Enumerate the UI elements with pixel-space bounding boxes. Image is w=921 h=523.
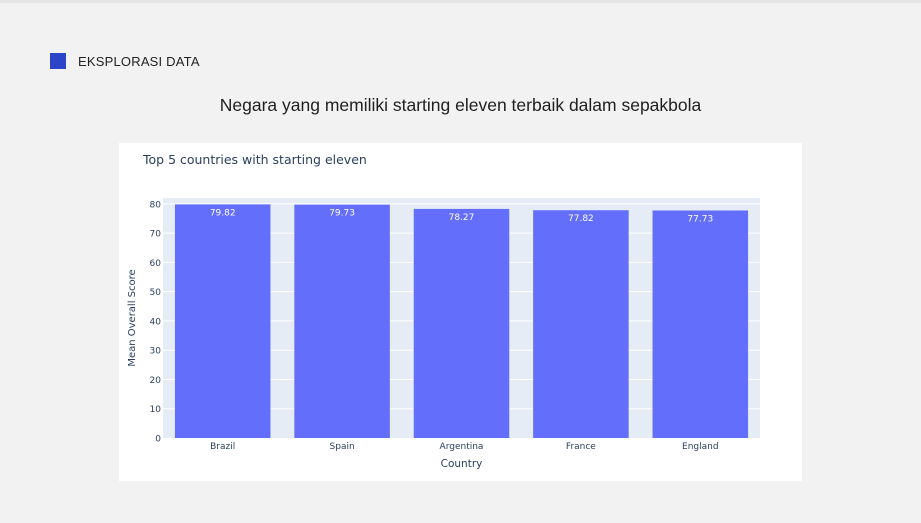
x-tick-label: France: [566, 442, 596, 452]
page-title: Negara yang memiliki starting eleven ter…: [219, 95, 702, 115]
bar: [652, 210, 749, 438]
bar-chart: Top 5 countries with starting eleven 0 10…: [127, 152, 760, 470]
section-square-icon: [50, 53, 66, 69]
bar: [174, 204, 271, 438]
bar-value-label: 77.73: [687, 214, 713, 224]
y-tick-label: 70: [150, 230, 162, 240]
x-tick-label: Argentina: [440, 442, 484, 452]
bar: [413, 208, 510, 438]
bar: [533, 210, 629, 438]
chart-title: Top 5 countries with starting eleven: [142, 152, 367, 167]
bar-value-label: 77.82: [568, 214, 594, 224]
y-axis-title: Mean Overall Score: [127, 269, 138, 366]
chart-card: Top 5 countries with starting eleven 0 10…: [119, 143, 802, 481]
bar-value-label: 79.82: [210, 208, 236, 218]
bars: 79.82 79.73 78.27 77.82 77.73: [174, 204, 749, 438]
y-tick-label: 60: [150, 259, 162, 269]
x-tick-label: England: [682, 442, 719, 452]
top-border: [0, 0, 921, 3]
y-tick-label: 30: [150, 347, 162, 357]
y-tick-label: 40: [150, 317, 162, 327]
y-tick-label: 10: [150, 405, 162, 415]
y-axis-ticks: 0 10 20 30 40 50 60 70 80: [150, 200, 162, 444]
y-tick-label: 20: [150, 376, 162, 386]
y-tick-label: 50: [150, 288, 162, 298]
x-axis-title: Country: [441, 458, 483, 470]
y-tick-label: 0: [155, 435, 161, 445]
x-axis-ticks: Brazil Spain Argentina France England: [210, 442, 718, 452]
x-tick-label: Brazil: [210, 442, 235, 452]
y-tick-label: 80: [150, 200, 162, 210]
section-label: EKSPLORASI DATA: [78, 53, 200, 69]
bar-value-label: 78.27: [449, 213, 475, 223]
section-header: EKSPLORASI DATA: [50, 53, 200, 69]
bar-value-label: 79.73: [329, 209, 355, 219]
x-tick-label: Spain: [330, 442, 355, 452]
bar: [294, 204, 390, 438]
